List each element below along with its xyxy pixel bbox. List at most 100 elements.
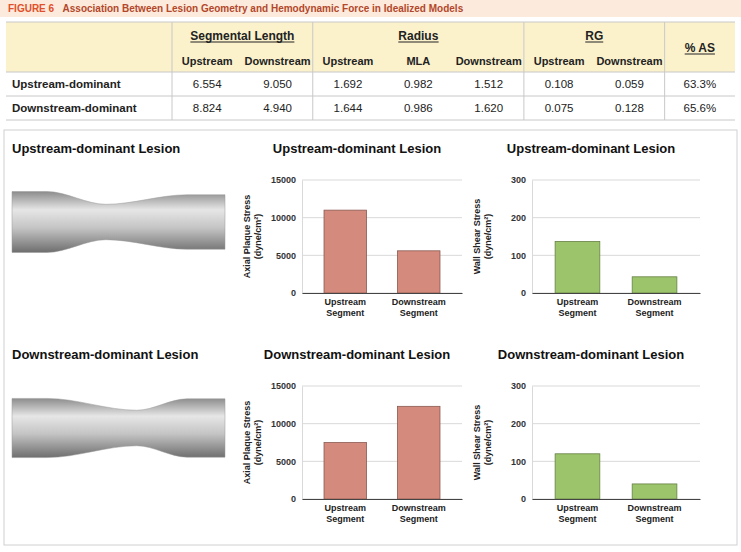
y-tick-label: 0 (291, 288, 296, 298)
y-axis-title: Axial Plaque Stress(dyne/cm²) (242, 195, 262, 279)
bar-chart: Downstream-dominant Lesion0100200300Upst… (472, 347, 700, 524)
table-cell: 9.050 (263, 78, 292, 90)
y-axis: 0100200300 (511, 381, 533, 504)
bars (324, 210, 440, 293)
y-tick-label: 10000 (271, 419, 296, 429)
x-tick: DownstreamSegment (628, 499, 682, 524)
x-axis-line (533, 499, 701, 500)
chart-title: Upstream-dominant Lesion (273, 141, 441, 156)
x-axis: UpstreamSegment DownstreamSegment (533, 499, 701, 524)
table-rule (312, 22, 313, 120)
vessel-model (12, 398, 225, 457)
y-tick: 300 (511, 381, 532, 391)
x-tick-label: DownstreamSegment (628, 297, 682, 317)
y-axis-line (532, 387, 533, 500)
x-tick-label: UpstreamSegment (325, 297, 367, 317)
x-tick: UpstreamSegment (325, 499, 367, 524)
bar (397, 406, 440, 499)
y-tick-label: 300 (511, 175, 526, 185)
x-axis-line (303, 499, 463, 500)
x-axis-line (303, 293, 463, 294)
y-tick: 10000 (271, 419, 302, 429)
table-column-header: Upstream (182, 55, 233, 67)
x-tick-label: UpstreamSegment (557, 297, 599, 317)
table-cell: 63.3% (684, 78, 717, 90)
y-tick-label: 100 (511, 457, 526, 467)
x-tick-label: UpstreamSegment (325, 503, 367, 523)
x-axis: UpstreamSegment DownstreamSegment (303, 293, 463, 318)
bar-chart: Downstream-dominant Lesion 0 5000 10000 1500… (242, 347, 462, 524)
grid-line (532, 180, 700, 181)
table-group-underline (398, 42, 438, 43)
x-tick: UpstreamSegment (325, 293, 367, 318)
figure-title: Association Between Lesion Geometry and … (63, 3, 464, 14)
bars (555, 454, 677, 499)
x-tick: UpstreamSegment (557, 499, 599, 524)
panel-title: Downstream-dominant Lesion (12, 347, 198, 362)
x-axis: UpstreamSegment DownstreamSegment (303, 499, 463, 524)
y-tick: 0 (521, 288, 532, 298)
y-tick: 0 (521, 494, 532, 504)
table-group-header: Segmental Length (190, 29, 294, 43)
header-band (0, 0, 741, 17)
table-column-header: Upstream (323, 55, 374, 67)
y-tick: 100 (511, 251, 532, 261)
y-tick: 15000 (271, 175, 302, 185)
table-cell: 1.692 (334, 78, 363, 90)
y-tick-label: 0 (291, 494, 296, 504)
y-axis-line (302, 181, 303, 294)
y-axis-line (302, 387, 303, 500)
table: Segmental LengthUpstreamDownstreamRadius… (6, 22, 735, 120)
table-group-header: % AS (685, 41, 715, 55)
grid-line (532, 386, 700, 387)
y-axis-line (532, 181, 533, 294)
y-tick-label: 15000 (271, 175, 296, 185)
table-group-underline (585, 42, 603, 43)
table-cell: 1.644 (334, 102, 363, 114)
y-tick: 0 (291, 494, 302, 504)
table-cell: 4.940 (263, 102, 292, 114)
table-rule (6, 22, 735, 23)
table-rule (523, 22, 524, 120)
figure-label: FIGURE 6 (8, 3, 55, 14)
bars (324, 406, 440, 499)
table-rule (172, 22, 173, 120)
y-tick: 5000 (276, 457, 302, 467)
table-group-header: RG (585, 29, 603, 43)
y-tick: 10000 (271, 213, 302, 223)
y-tick-label: 100 (511, 251, 526, 261)
table-body-bg (6, 72, 735, 120)
y-tick-label: 15000 (271, 381, 296, 391)
table-rule (6, 72, 735, 73)
bar (555, 454, 600, 499)
grid-line (302, 386, 462, 387)
vessel-model (12, 192, 225, 253)
table-row-label: Downstream-dominant (12, 102, 137, 114)
y-tick: 0 (291, 288, 302, 298)
table-column-header: Downstream (456, 55, 522, 67)
y-tick-label: 200 (511, 213, 526, 223)
bar-chart: Upstream-dominant Lesion0100200300Upstre… (472, 141, 700, 318)
table-cell: 0.059 (615, 78, 644, 90)
x-axis: UpstreamSegment DownstreamSegment (533, 293, 701, 318)
bar (324, 443, 367, 500)
x-tick-label: DownstreamSegment (392, 297, 446, 317)
y-axis-title: Wall Shear Stress(dyne/cm²) (472, 405, 492, 481)
table-group-underline (190, 42, 294, 43)
y-tick-label: 5000 (276, 457, 296, 467)
panel-title: Upstream-dominant Lesion (12, 141, 180, 156)
bar (555, 241, 600, 293)
y-tick: 300 (511, 175, 532, 185)
x-tick: UpstreamSegment (557, 293, 599, 318)
bar-chart: Upstream-dominant Lesion050001000015000U… (242, 141, 462, 318)
panel-frame (4, 130, 737, 545)
y-tick: 15000 (271, 381, 302, 391)
y-tick-label: 0 (521, 494, 526, 504)
chart-title: Downstream-dominant Lesion (264, 347, 450, 362)
table-cell: 0.108 (545, 78, 574, 90)
y-tick-label: 300 (511, 381, 526, 391)
x-tick: DownstreamSegment (392, 293, 446, 318)
y-axis-title: Wall Shear Stress(dyne/cm²) (472, 199, 492, 275)
x-tick-label: DownstreamSegment (392, 503, 446, 523)
table-row-label: Upstream-dominant (12, 78, 121, 90)
